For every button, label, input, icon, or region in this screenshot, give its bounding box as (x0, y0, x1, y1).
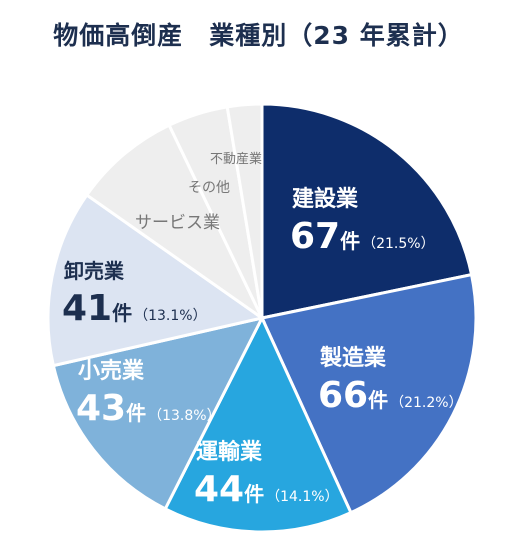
slice-value-label: 44件 （14.1%） (194, 469, 339, 510)
pie-slice-2 (259, 272, 478, 515)
slice-name-label: 運輸業 (196, 439, 263, 465)
pie-slice-6 (84, 123, 266, 323)
slice-value-label: 67件 （21.5%） (290, 216, 435, 257)
slice-label-6: サービス業 (135, 213, 220, 233)
slice-value-label: 41件 （13.1%） (62, 288, 207, 329)
pie-slice-4 (51, 315, 265, 511)
slice-name-label: 製造業 (319, 345, 387, 371)
slice-label-7: その他 (188, 180, 230, 196)
slice-value-label: 66件 （21.2%） (318, 375, 463, 416)
slice-label-5: 卸売業 41件 （13.1%） (62, 259, 207, 329)
slice-name-label: 卸売業 (64, 259, 125, 283)
pie-slice-1 (260, 102, 474, 320)
slice-name-label: 不動産業 (210, 151, 262, 167)
chart-title: 物価高倒産 業種別（23 年累計） (53, 21, 464, 50)
slice-name-label: その他 (188, 180, 230, 196)
slice-value-label: 43件 （13.8%） (76, 388, 221, 429)
slice-name-label: サービス業 (135, 213, 220, 233)
pie-slice-3 (163, 314, 353, 534)
pie-slice-8 (225, 102, 264, 319)
slice-label-1: 建設業 67件 （21.5%） (290, 186, 435, 257)
pie-slice-5 (46, 192, 266, 368)
slice-label-4: 小売業 43件 （13.8%） (76, 358, 221, 429)
slice-label-8: 不動産業 (210, 151, 262, 167)
slice-label-2: 製造業 66件 （21.2%） (318, 345, 463, 416)
slice-name-label: 小売業 (78, 358, 145, 384)
slice-label-3: 運輸業 44件 （14.1%） (194, 439, 339, 510)
slice-name-label: 建設業 (292, 186, 359, 212)
